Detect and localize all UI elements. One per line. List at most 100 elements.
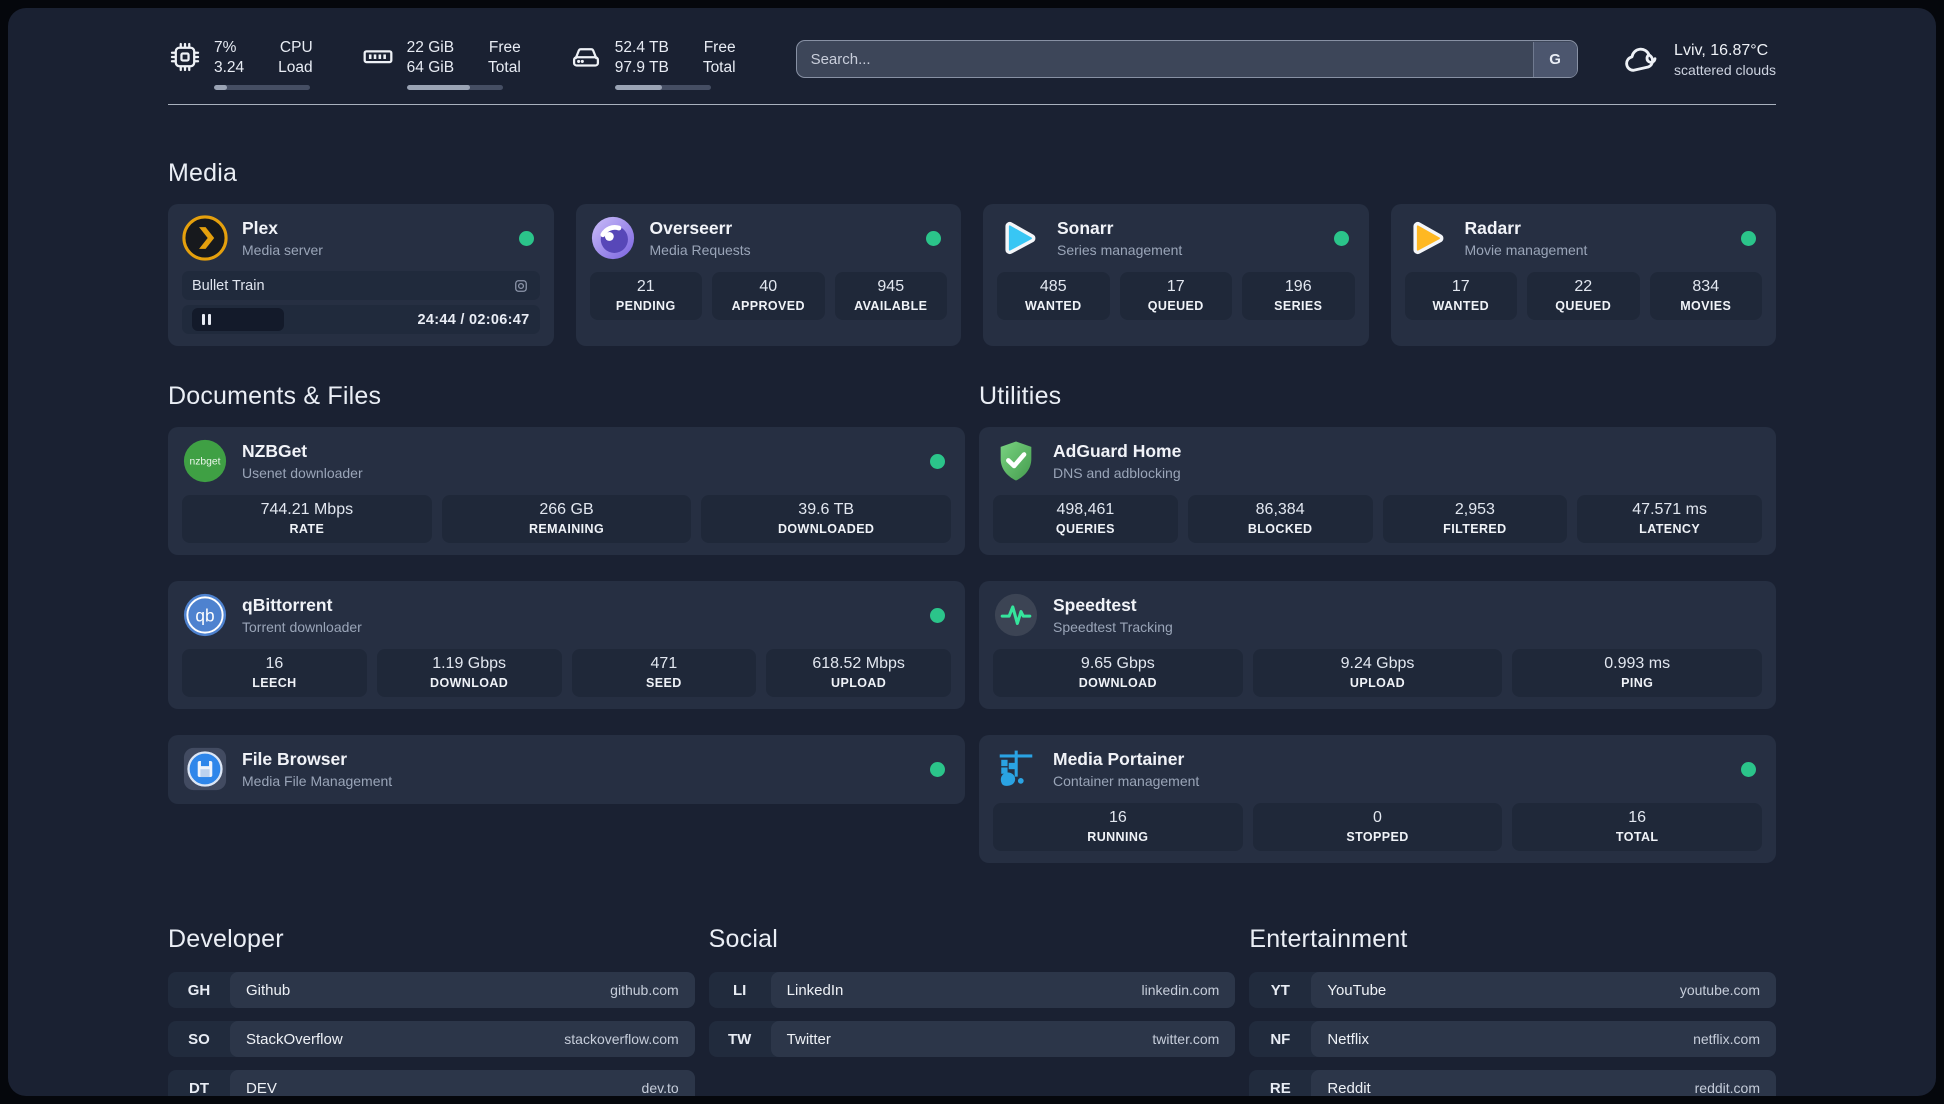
stat-value: 834 [1692, 278, 1720, 296]
disk-total-value: 97.9 TB [614, 59, 669, 77]
app-titles: Media Portainer Container management [1053, 749, 1731, 789]
app-card-speedtest[interactable]: Speedtest Speedtest Tracking 9.65 Gbps DOWN… [979, 581, 1776, 710]
app-description: Speedtest Tracking [1053, 619, 1173, 636]
bookmark-tag: TW [727, 1030, 752, 1048]
bookmark-name: Reddit [1327, 1079, 1371, 1096]
memory-progress-fill [406, 85, 471, 91]
status-dot-online [926, 230, 941, 246]
stat-value: 196 [1284, 278, 1312, 296]
cpu-label: CPU [279, 39, 313, 56]
stat-value: 40 [759, 278, 778, 296]
nzbget-icon: nzbget [182, 438, 228, 484]
stat-series: 196 SERIES [1242, 272, 1355, 321]
app-description: Series management [1057, 242, 1183, 259]
app-titles: qBittorrent Torrent downloader [242, 595, 920, 635]
stat-latency: 47.571 ms LATENCY [1577, 495, 1762, 544]
bookmark-column-title: Entertainment [1249, 925, 1408, 954]
cpu-stat-group: 7% CPU 3.24 Load [168, 38, 313, 91]
app-card-plex[interactable]: Plex Media server Bullet Train 24:44 / 02:0… [168, 204, 554, 347]
stats-row: 9.65 Gbps DOWNLOAD 9.24 Gbps UPLOAD 0.993 ms… [993, 649, 1763, 698]
bookmark-rows: YT YouTube youtube.com NF Netflix netflix.com… [1249, 972, 1776, 1096]
weather-location-temp: Lviv, 16.87°C [1674, 42, 1769, 59]
sonarr-icon [997, 215, 1043, 261]
cpu-percent: 7% [214, 39, 237, 56]
status-dot-online [518, 230, 534, 246]
app-titles: Overseerr Media Requests [650, 218, 917, 258]
app-name: Overseerr [649, 218, 733, 239]
app-titles: Sonarr Series management [1057, 218, 1324, 258]
status-dot-online [1741, 230, 1756, 246]
utilities-stack: AdGuard Home DNS and adblocking 498,461 QUE… [979, 427, 1776, 864]
stat-label: LATENCY [1639, 522, 1701, 537]
stat-label: DOWNLOAD [430, 676, 509, 691]
app-card-adguard[interactable]: AdGuard Home DNS and adblocking 498,461 QUE… [979, 427, 1776, 556]
app-name: Radarr [1464, 218, 1521, 239]
bookmark-youtube[interactable]: YT YouTube youtube.com [1249, 972, 1776, 1009]
stat-value: 47.571 ms [1632, 501, 1707, 519]
dashboard-root: 7% CPU 3.24 Load 22 GiB Free 64 GiB Tota… [8, 8, 1936, 1096]
stat-label: PENDING [615, 299, 676, 314]
bookmark-linkedin[interactable]: LI LinkedIn linkedin.com [708, 972, 1236, 1009]
bookmark-reddit[interactable]: RE Reddit reddit.com [1249, 1070, 1776, 1096]
app-card-qbittorrent[interactable]: qb qBittorrent Torrent downloader 16 LEECH 1.… [168, 581, 965, 710]
status-dot-online [1333, 230, 1349, 246]
app-card-filebrowser[interactable]: File Browser Media File Management [168, 735, 965, 805]
stat-blocked: 86,384 BLOCKED [1187, 495, 1373, 544]
portainer-icon [993, 746, 1039, 792]
app-name: Sonarr [1057, 218, 1114, 239]
app-card-sonarr[interactable]: Sonarr Series management 485 WANTED 17 QUEUED… [983, 204, 1369, 347]
weather-widget: Lviv, 16.87°C scattered clouds [1622, 40, 1776, 80]
weather-condition: scattered clouds [1674, 62, 1776, 78]
stat-rate: 744.21 Mbps RATE [182, 495, 432, 544]
stat-leech: 16 LEECH [182, 649, 367, 698]
bookmark-twitter[interactable]: TW Twitter twitter.com [708, 1021, 1236, 1058]
app-card-overseerr[interactable]: Overseerr Media Requests 21 PENDING 40 APPROV… [575, 204, 961, 347]
section-title-documents: Documents & Files [168, 382, 382, 411]
stats-row: 744.21 Mbps RATE 266 GB REMAINING 39.6 TB DOW… [182, 495, 952, 544]
bookmark-name: DEV [246, 1079, 277, 1096]
stat-running: 16 RUNNING [993, 803, 1243, 852]
disk-stat-group: 52.4 TB Free 97.9 TB Total [569, 38, 736, 91]
bookmark-tag: YT [1270, 981, 1290, 999]
pause-button[interactable] [192, 308, 284, 332]
app-card-nzbget[interactable]: nzbget NZBGet Usenet downloader 744.21 Mbps… [168, 427, 965, 556]
stat-label: LEECH [252, 676, 297, 691]
app-card-header: Media Portainer Container management [993, 746, 1762, 792]
bookmark-stackoverflow[interactable]: SO StackOverflow stackoverflow.com [168, 1021, 695, 1058]
stat-label: DOWNLOADED [778, 522, 875, 537]
bookmark-dev[interactable]: DT DEV dev.to [168, 1070, 695, 1096]
app-card-radarr[interactable]: Radarr Movie management 17 WANTED 22 QUEUED 83… [1390, 204, 1776, 347]
stats-row: 21 PENDING 40 APPROVED 945 AVAILABLE [589, 272, 947, 321]
search-engine-button[interactable]: G [1532, 41, 1577, 77]
app-card-header: qb qBittorrent Torrent downloader [182, 592, 951, 638]
stat-label: SEED [646, 676, 682, 691]
app-description: Usenet downloader [242, 465, 363, 482]
bookmark-name: YouTube [1327, 981, 1387, 999]
stat-label: WANTED [1024, 299, 1082, 314]
stat-label: AVAILABLE [854, 299, 928, 314]
stat-value: 2,953 [1454, 501, 1495, 519]
app-name: File Browser [242, 749, 348, 770]
stat-label: TOTAL [1615, 830, 1659, 845]
bookmark-netflix[interactable]: NF Netflix netflix.com [1249, 1021, 1776, 1058]
bookmark-url: reddit.com [1694, 1080, 1760, 1096]
app-name: qBittorrent [242, 595, 333, 616]
stat-value: 471 [650, 655, 678, 673]
search-input[interactable] [795, 40, 1579, 78]
stat-value: 266 GB [539, 501, 594, 519]
system-bar: 7% CPU 3.24 Load 22 GiB Free 64 GiB Tota… [168, 38, 1776, 91]
stat-label: STOPPED [1346, 830, 1409, 845]
svg-text:qb: qb [195, 606, 214, 626]
bookmark-github[interactable]: GH Github github.com [168, 972, 695, 1009]
section-media: Media Plex Media server Bullet Train 24:44 … [168, 159, 1776, 347]
stat-download: 1.19 Gbps DOWNLOAD [376, 649, 562, 698]
bookmark-body: DEV dev.to [230, 1070, 695, 1096]
section-documents: Documents & Files nzbget NZBGet Usenet dow… [168, 382, 965, 863]
app-card-portainer[interactable]: Media Portainer Container management 16 RUN… [979, 735, 1776, 864]
stat-value: 21 [636, 278, 655, 296]
stat-value: 0 [1373, 809, 1382, 827]
bookmark-column-title: Developer [168, 925, 284, 954]
stat-label: FILTERED [1443, 522, 1507, 537]
stats-row: 16 RUNNING 0 STOPPED 16 TOTAL [993, 803, 1763, 852]
app-titles: Radarr Movie management [1465, 218, 1732, 258]
